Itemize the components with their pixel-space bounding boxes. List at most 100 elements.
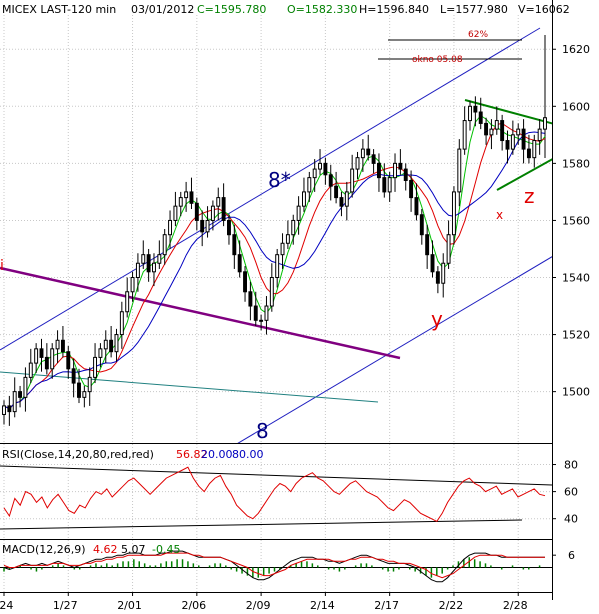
wave-8-star-label: 8* xyxy=(268,168,291,192)
candle-body xyxy=(77,382,81,398)
candle-body xyxy=(12,391,17,413)
candle-body xyxy=(200,219,205,233)
candle-body xyxy=(152,262,156,273)
fib-62-label: 62% xyxy=(468,30,488,40)
candle-body xyxy=(248,291,253,307)
candle-body xyxy=(23,376,28,398)
candle-body xyxy=(457,148,462,193)
candle-body xyxy=(328,174,333,187)
candle-body xyxy=(441,262,446,284)
candle-body xyxy=(275,254,280,279)
rsi-title: RSI(Close,14,20,80,red,red) xyxy=(2,448,154,461)
candle-body xyxy=(280,242,285,256)
wave-i-label: i xyxy=(0,258,4,274)
price-tick-label: 1620 xyxy=(562,43,590,56)
candle-body xyxy=(355,157,360,170)
candle-body xyxy=(39,348,44,358)
rsi-lower-trend xyxy=(0,519,523,530)
candle-body xyxy=(259,319,264,322)
candle-body xyxy=(414,197,419,216)
candle-body xyxy=(210,205,215,221)
rsi-panel xyxy=(0,465,552,530)
candle-body xyxy=(194,202,199,221)
date-axis: 1/24 1/27 2/01 2/06 2/09 2/14 2/17 2/22 2/28 xyxy=(0,592,528,612)
candle-body xyxy=(344,191,349,207)
candle-body xyxy=(189,191,194,204)
candle-body xyxy=(227,219,231,236)
wave-x-label: x xyxy=(496,208,503,222)
rsi-legend: RSI(Close,14,20,80,red,red) 56.82 20.00 … xyxy=(2,448,264,461)
candle-body xyxy=(125,291,130,313)
close-label: C=1595.780 xyxy=(197,3,266,16)
candle-body xyxy=(489,128,494,136)
macd-tick-label: 6 xyxy=(568,549,575,562)
candle-body xyxy=(403,168,408,181)
trend-lines xyxy=(0,27,552,443)
header: MICEX LAST-120 min 03/01/2012 C=1595.780… xyxy=(2,3,570,16)
candle-body xyxy=(543,117,547,130)
moving-averages xyxy=(3,114,546,410)
candle-body xyxy=(350,168,355,193)
candle-body xyxy=(521,128,526,150)
macd-axis: 6 xyxy=(552,549,575,562)
grid-lines xyxy=(0,15,552,592)
candle-body xyxy=(103,339,108,350)
volume-label: V=16062 xyxy=(518,3,570,16)
macd-panel xyxy=(0,550,552,583)
date-tick-label: 1/27 xyxy=(53,599,78,612)
price-tick-label: 1540 xyxy=(562,272,590,285)
macd-legend: MACD(12,26,9) 4.62 5.07 -0.45 xyxy=(2,543,180,556)
ma-mid-line xyxy=(3,122,546,410)
candle-body xyxy=(451,191,456,236)
open-label: O=1582.330 xyxy=(287,3,357,16)
date-tick-label: 2/09 xyxy=(246,599,271,612)
candle-body xyxy=(168,219,173,236)
candle-body xyxy=(184,191,189,199)
price-tick-label: 1560 xyxy=(562,214,590,227)
macd-signal-line xyxy=(3,552,545,579)
candle-body xyxy=(500,120,505,142)
price-tick-label: 1500 xyxy=(562,386,590,399)
low-label: L=1577.980 xyxy=(440,3,508,16)
candle-body xyxy=(473,105,478,113)
high-label: H=1596.840 xyxy=(359,3,429,16)
candle-body xyxy=(232,234,237,256)
macd-title: MACD(12,26,9) xyxy=(2,543,86,556)
candle-body xyxy=(221,197,226,221)
candle-body xyxy=(537,128,542,142)
annotations: 62% okno 05.08 8* 8 y z x i xyxy=(0,30,535,443)
candle-body xyxy=(173,205,178,221)
macd-value-2: 5.07 xyxy=(121,543,146,556)
candle-body xyxy=(425,234,430,256)
lower-channel-line xyxy=(237,256,552,443)
candle-body xyxy=(243,271,247,293)
price-panel xyxy=(0,27,552,443)
candle-body xyxy=(50,348,55,370)
date-tick-label: 2/28 xyxy=(503,599,528,612)
rsi-high: 80.00 xyxy=(232,448,264,461)
candle-body xyxy=(2,405,6,415)
candle-body xyxy=(291,219,296,236)
candle-body xyxy=(114,334,119,353)
candle-body xyxy=(302,191,306,207)
date-tick-label: 2/06 xyxy=(181,599,206,612)
candle-body xyxy=(393,162,397,179)
candle-body xyxy=(285,234,290,244)
candle-body xyxy=(334,185,339,199)
candle-body xyxy=(55,339,60,350)
candle-body xyxy=(360,148,365,159)
rsi-tick-label: 80 xyxy=(564,459,578,472)
rsi-tick-label: 40 xyxy=(564,513,578,526)
candle-body xyxy=(387,177,392,193)
candle-body xyxy=(146,254,151,273)
teal-trend-line xyxy=(0,371,379,403)
candle-body xyxy=(178,197,183,207)
rsi-low: 20.00 xyxy=(201,448,233,461)
rsi-axis: 40 60 80 xyxy=(552,459,578,526)
candle-body xyxy=(435,271,440,284)
candle-body xyxy=(505,140,510,150)
candle-body xyxy=(216,197,221,207)
wave-z-label: z xyxy=(524,184,535,208)
candlesticks xyxy=(2,96,547,426)
